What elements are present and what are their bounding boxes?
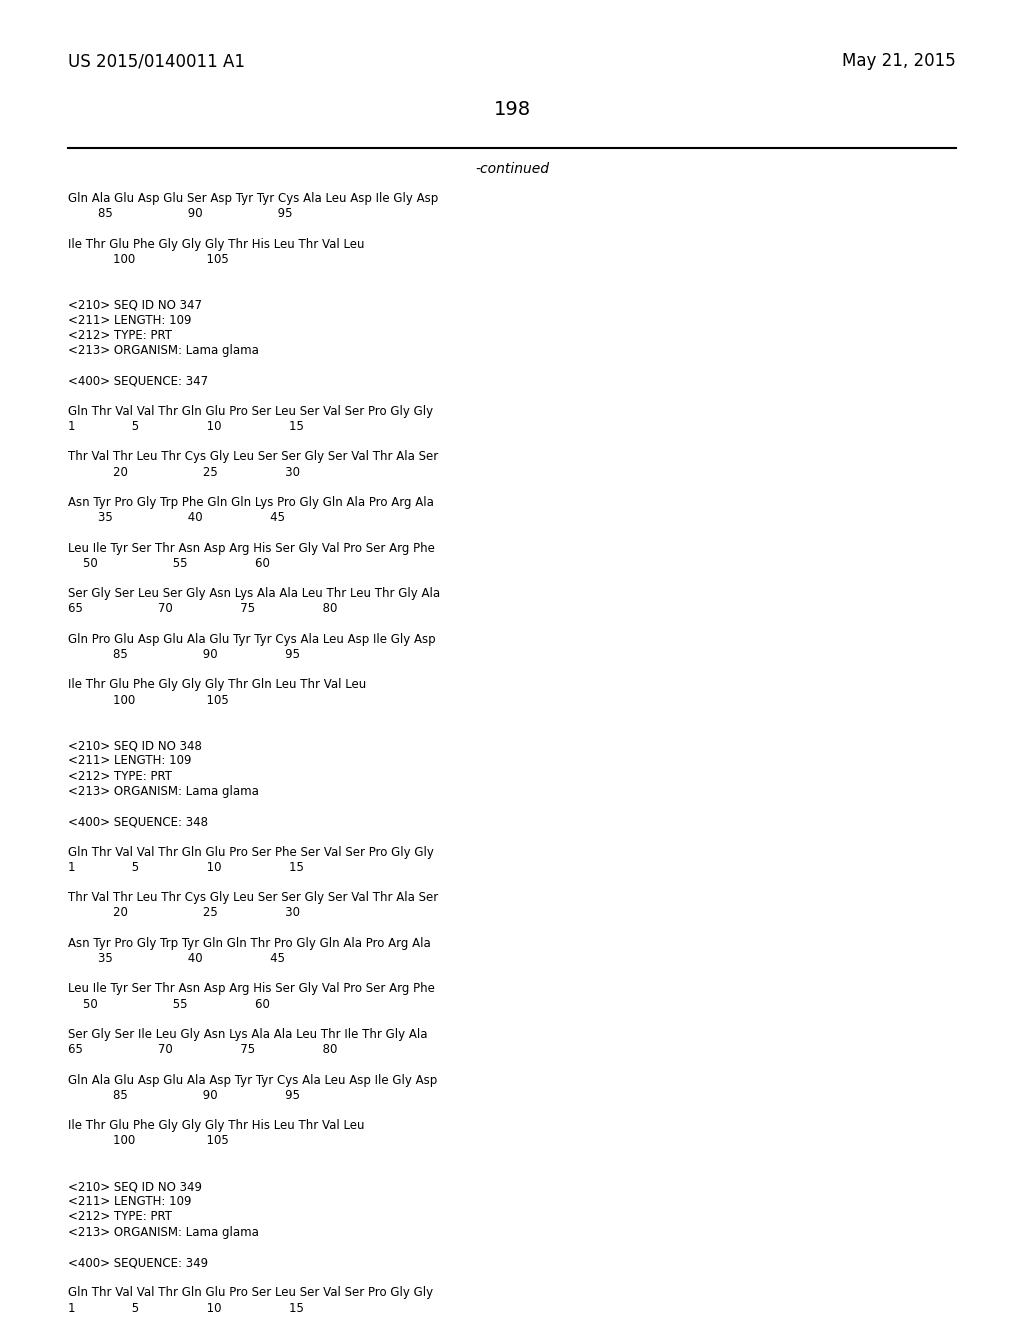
Text: Gln Thr Val Val Thr Gln Glu Pro Ser Leu Ser Val Ser Pro Gly Gly: Gln Thr Val Val Thr Gln Glu Pro Ser Leu … xyxy=(68,405,433,418)
Text: Ser Gly Ser Ile Leu Gly Asn Lys Ala Ala Leu Thr Ile Thr Gly Ala: Ser Gly Ser Ile Leu Gly Asn Lys Ala Ala … xyxy=(68,1028,427,1041)
Text: Gln Ala Glu Asp Glu Ala Asp Tyr Tyr Cys Ala Leu Asp Ile Gly Asp: Gln Ala Glu Asp Glu Ala Asp Tyr Tyr Cys … xyxy=(68,1073,437,1086)
Text: 1               5                  10                  15: 1 5 10 15 xyxy=(68,861,304,874)
Text: <211> LENGTH: 109: <211> LENGTH: 109 xyxy=(68,314,191,326)
Text: Leu Ile Tyr Ser Thr Asn Asp Arg His Ser Gly Val Pro Ser Arg Phe: Leu Ile Tyr Ser Thr Asn Asp Arg His Ser … xyxy=(68,541,435,554)
Text: Gln Ala Glu Asp Glu Ser Asp Tyr Tyr Cys Ala Leu Asp Ile Gly Asp: Gln Ala Glu Asp Glu Ser Asp Tyr Tyr Cys … xyxy=(68,191,438,205)
Text: 100                   105: 100 105 xyxy=(68,253,228,265)
Text: <212> TYPE: PRT: <212> TYPE: PRT xyxy=(68,329,172,342)
Text: 65                    70                  75                  80: 65 70 75 80 xyxy=(68,602,337,615)
Text: Ile Thr Glu Phe Gly Gly Gly Thr His Leu Thr Val Leu: Ile Thr Glu Phe Gly Gly Gly Thr His Leu … xyxy=(68,238,365,251)
Text: 100                   105: 100 105 xyxy=(68,693,228,706)
Text: <210> SEQ ID NO 348: <210> SEQ ID NO 348 xyxy=(68,739,202,752)
Text: Ile Thr Glu Phe Gly Gly Gly Thr Gln Leu Thr Val Leu: Ile Thr Glu Phe Gly Gly Gly Thr Gln Leu … xyxy=(68,678,367,692)
Text: <212> TYPE: PRT: <212> TYPE: PRT xyxy=(68,1210,172,1224)
Text: 1               5                  10                  15: 1 5 10 15 xyxy=(68,420,304,433)
Text: 50                    55                  60: 50 55 60 xyxy=(68,998,270,1011)
Text: Gln Pro Glu Asp Glu Ala Glu Tyr Tyr Cys Ala Leu Asp Ile Gly Asp: Gln Pro Glu Asp Glu Ala Glu Tyr Tyr Cys … xyxy=(68,632,435,645)
Text: 50                    55                  60: 50 55 60 xyxy=(68,557,270,570)
Text: <400> SEQUENCE: 348: <400> SEQUENCE: 348 xyxy=(68,816,208,828)
Text: 1               5                  10                  15: 1 5 10 15 xyxy=(68,1302,304,1315)
Text: Gln Thr Val Val Thr Gln Glu Pro Ser Leu Ser Val Ser Pro Gly Gly: Gln Thr Val Val Thr Gln Glu Pro Ser Leu … xyxy=(68,1287,433,1299)
Text: 85                    90                  95: 85 90 95 xyxy=(68,1089,300,1102)
Text: <211> LENGTH: 109: <211> LENGTH: 109 xyxy=(68,755,191,767)
Text: Leu Ile Tyr Ser Thr Asn Asp Arg His Ser Gly Val Pro Ser Arg Phe: Leu Ile Tyr Ser Thr Asn Asp Arg His Ser … xyxy=(68,982,435,995)
Text: 85                    90                  95: 85 90 95 xyxy=(68,648,300,661)
Text: 198: 198 xyxy=(494,100,530,119)
Text: <400> SEQUENCE: 349: <400> SEQUENCE: 349 xyxy=(68,1257,208,1269)
Text: Ile Thr Glu Phe Gly Gly Gly Thr His Leu Thr Val Leu: Ile Thr Glu Phe Gly Gly Gly Thr His Leu … xyxy=(68,1119,365,1133)
Text: 20                    25                  30: 20 25 30 xyxy=(68,907,300,920)
Text: Thr Val Thr Leu Thr Cys Gly Leu Ser Ser Gly Ser Val Thr Ala Ser: Thr Val Thr Leu Thr Cys Gly Leu Ser Ser … xyxy=(68,450,438,463)
Text: 65                    70                  75                  80: 65 70 75 80 xyxy=(68,1043,337,1056)
Text: <210> SEQ ID NO 349: <210> SEQ ID NO 349 xyxy=(68,1180,202,1193)
Text: <213> ORGANISM: Lama glama: <213> ORGANISM: Lama glama xyxy=(68,345,259,356)
Text: US 2015/0140011 A1: US 2015/0140011 A1 xyxy=(68,51,245,70)
Text: Asn Tyr Pro Gly Trp Phe Gln Gln Lys Pro Gly Gln Ala Pro Arg Ala: Asn Tyr Pro Gly Trp Phe Gln Gln Lys Pro … xyxy=(68,496,434,510)
Text: <213> ORGANISM: Lama glama: <213> ORGANISM: Lama glama xyxy=(68,1225,259,1238)
Text: <210> SEQ ID NO 347: <210> SEQ ID NO 347 xyxy=(68,298,202,312)
Text: 20                    25                  30: 20 25 30 xyxy=(68,466,300,479)
Text: Gln Thr Val Val Thr Gln Glu Pro Ser Phe Ser Val Ser Pro Gly Gly: Gln Thr Val Val Thr Gln Glu Pro Ser Phe … xyxy=(68,846,434,858)
Text: May 21, 2015: May 21, 2015 xyxy=(843,51,956,70)
Text: 35                    40                  45: 35 40 45 xyxy=(68,952,285,965)
Text: 100                   105: 100 105 xyxy=(68,1134,228,1147)
Text: Asn Tyr Pro Gly Trp Tyr Gln Gln Thr Pro Gly Gln Ala Pro Arg Ala: Asn Tyr Pro Gly Trp Tyr Gln Gln Thr Pro … xyxy=(68,937,431,950)
Text: Thr Val Thr Leu Thr Cys Gly Leu Ser Ser Gly Ser Val Thr Ala Ser: Thr Val Thr Leu Thr Cys Gly Leu Ser Ser … xyxy=(68,891,438,904)
Text: Ser Gly Ser Leu Ser Gly Asn Lys Ala Ala Leu Thr Leu Thr Gly Ala: Ser Gly Ser Leu Ser Gly Asn Lys Ala Ala … xyxy=(68,587,440,601)
Text: 35                    40                  45: 35 40 45 xyxy=(68,511,285,524)
Text: <212> TYPE: PRT: <212> TYPE: PRT xyxy=(68,770,172,783)
Text: 85                    90                    95: 85 90 95 xyxy=(68,207,293,220)
Text: <400> SEQUENCE: 347: <400> SEQUENCE: 347 xyxy=(68,375,208,387)
Text: -continued: -continued xyxy=(475,162,549,176)
Text: <211> LENGTH: 109: <211> LENGTH: 109 xyxy=(68,1195,191,1208)
Text: <213> ORGANISM: Lama glama: <213> ORGANISM: Lama glama xyxy=(68,785,259,797)
